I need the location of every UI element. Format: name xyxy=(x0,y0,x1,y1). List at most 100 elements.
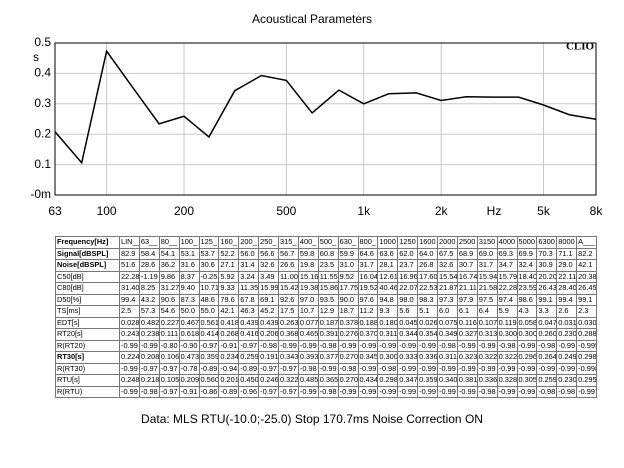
table-cell: -0.97 xyxy=(258,362,279,375)
table-cell: 0.243 xyxy=(119,328,140,341)
table-cell: -0.99 xyxy=(556,362,578,375)
table-cell: 15.79 xyxy=(496,270,518,283)
table-cell: 58.4 xyxy=(138,247,160,260)
table-cell: 11.55 xyxy=(317,270,339,283)
table-cell: -0.99 xyxy=(278,339,299,352)
table-cell: -0.99 xyxy=(516,362,538,375)
table-cell: 0.347 xyxy=(397,374,419,387)
table-cell: 31.27 xyxy=(158,282,180,295)
x-tick-label: 500 xyxy=(276,204,296,218)
chart-title: Acoustical Parameters xyxy=(252,12,372,26)
table-cell: 11.00 xyxy=(278,270,299,283)
table-cell: 23.59 xyxy=(516,282,538,295)
table-cell: 6.4 xyxy=(476,305,498,318)
table-cell: -0.91 xyxy=(178,385,200,398)
table-cell: -0.98 xyxy=(556,385,578,398)
table-cell: 0.119 xyxy=(496,316,518,329)
table-cell: 0.322 xyxy=(496,351,518,364)
table-cell: 0.270 xyxy=(337,374,359,387)
column-header: 100_ xyxy=(178,236,200,249)
table-cell: 0.336 xyxy=(476,374,498,387)
table-row: RTU[s] 0.248 0.218 0.105 0.209 0.560 0.201 0.45… xyxy=(55,374,597,387)
table-cell: 0.031 xyxy=(556,316,578,329)
table-cell: 32.6 xyxy=(258,259,279,272)
table-cell: 0.224 xyxy=(119,351,140,364)
table-cell: -0.98 xyxy=(476,385,498,398)
table-cell: -0.98 xyxy=(536,385,558,398)
table-cell: 98.6 xyxy=(516,293,538,306)
table-cell: 6.0 xyxy=(437,305,458,318)
table-cell: -0.98 xyxy=(297,362,319,375)
table-cell: 59.8 xyxy=(297,247,319,260)
column-header: 8000 xyxy=(556,236,578,249)
table-cell: 0.618 xyxy=(178,328,200,341)
table-cell: -0.97 xyxy=(258,385,279,398)
table-cell: 0.206 xyxy=(258,328,279,341)
table-cell: 0.377 xyxy=(317,351,339,364)
table-cell: 99.1 xyxy=(576,293,597,306)
table-row: RT20[s] 0.243 0.238 0.111 0.618 0.414 0.268 0.4… xyxy=(55,328,597,341)
table-cell: 0.058 xyxy=(516,316,538,329)
column-header: 1600 xyxy=(417,236,438,249)
table-cell: 31.40 xyxy=(119,282,140,295)
table-cell: 0.295 xyxy=(576,374,597,387)
table-cell: 56.6 xyxy=(258,247,279,260)
table-cell: 54.1 xyxy=(158,247,180,260)
table-cell: 69.1 xyxy=(258,293,279,306)
table-cell: 0.106 xyxy=(158,351,180,364)
table-cell: -0.97 xyxy=(278,362,299,375)
column-header: 800_ xyxy=(357,236,379,249)
table-cell: 0.485 xyxy=(297,374,319,387)
table-cell: 31.7 xyxy=(476,259,498,272)
table-cell: 0.328 xyxy=(496,374,518,387)
table-cell: 82.2 xyxy=(576,247,597,260)
table-cell: -0.89 xyxy=(218,385,240,398)
column-header: 630_ xyxy=(337,236,359,249)
table-cell: -0.99 xyxy=(357,362,379,375)
table-cell: 30.7 xyxy=(456,259,478,272)
table-cell: 0.270 xyxy=(337,351,359,364)
table-cell: -0.99 xyxy=(317,362,339,375)
x-tick-label: 8k xyxy=(590,204,604,218)
table-cell: -0.97 xyxy=(138,362,160,375)
table-cell: 97.3 xyxy=(437,293,458,306)
column-header: 2500 xyxy=(456,236,478,249)
table-cell: -0.99 xyxy=(437,362,458,375)
y-tick-label: -0m xyxy=(30,187,51,201)
column-header: 400_ xyxy=(297,236,319,249)
table-cell: 0.208 xyxy=(138,351,160,364)
table-cell: 0.111 xyxy=(158,328,180,341)
y-tick-label: 0.3 xyxy=(34,96,51,110)
table-cell: 40.46 xyxy=(377,282,399,295)
table-cell: 0.298 xyxy=(576,351,597,364)
table-cell: 0.259 xyxy=(536,374,558,387)
table-cell: 31.4 xyxy=(238,259,260,272)
table-cell: 68.9 xyxy=(456,247,478,260)
table-row: EDT[s] 0.028 0.482 0.227 0.467 0.561 0.418 0.43… xyxy=(55,316,597,329)
plot-frame xyxy=(54,42,597,196)
table-cell: 79.6 xyxy=(218,293,240,306)
x-unit: Hz xyxy=(487,204,502,218)
footer-note: Data: MLS RTU(-10.0;-25.0) Stop 170.7ms … xyxy=(141,412,483,426)
row-header: Signal[dBSPL] xyxy=(55,247,120,260)
column-header: 1250 xyxy=(397,236,419,249)
table-cell: 0.345 xyxy=(357,351,379,364)
column-header: 4000 xyxy=(496,236,518,249)
table-cell: 0.264 xyxy=(536,351,558,364)
table-cell: 0.344 xyxy=(397,328,419,341)
table-cell: 15.99 xyxy=(258,282,279,295)
parameter-table: Frequency[Hz] LIN__ 63__ 80__ 100_ 125_ 160_ 20… xyxy=(55,236,597,398)
table-cell: 28.1 xyxy=(377,259,399,272)
table-cell: 97.6 xyxy=(357,293,379,306)
table-cell: 0.359 xyxy=(198,351,220,364)
table-cell: 54.6 xyxy=(158,305,180,318)
table-cell: -0.99 xyxy=(456,339,478,352)
table-cell: 42.1 xyxy=(576,259,597,272)
table-cell: 53.7 xyxy=(198,247,220,260)
table-cell: 21.58 xyxy=(476,282,498,295)
table-cell: 43.2 xyxy=(138,293,160,306)
table-cell: 0.246 xyxy=(258,374,279,387)
table-cell: 8.25 xyxy=(138,282,160,295)
table-cell: 9.33 xyxy=(218,282,240,295)
table-cell: 63.6 xyxy=(377,247,399,260)
